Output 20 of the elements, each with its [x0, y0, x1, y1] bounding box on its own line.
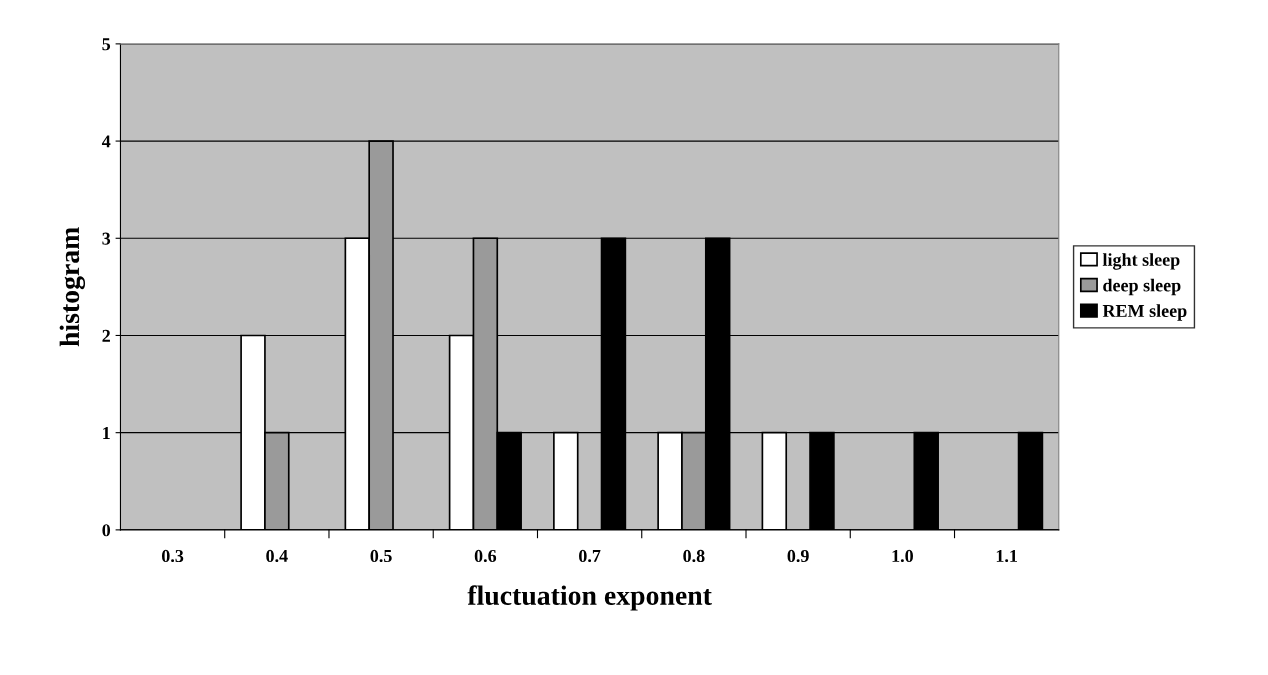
y-tick-label: 1 — [103, 427, 110, 439]
x-tick-label: 1.0 — [892, 549, 913, 563]
x-axis-title: fluctuation exponent — [467, 585, 712, 611]
legend-label: light sleep — [1102, 253, 1180, 270]
y-axis-title: histogram — [59, 227, 86, 347]
y-tick-label: 3 — [102, 232, 111, 245]
y-tick-label: 5 — [102, 38, 111, 51]
x-tick-label: 0.6 — [474, 549, 497, 563]
y-tick-label: 4 — [101, 135, 111, 148]
x-tick-label: 0.4 — [266, 549, 288, 563]
x-tick-label: 0.8 — [683, 549, 705, 563]
x-tick-label: 1.1 — [996, 549, 1017, 563]
y-tick-label: 0 — [102, 524, 111, 537]
x-tick-label: 0.9 — [787, 549, 809, 563]
legend-label: deep sleep — [1103, 278, 1181, 296]
x-tick-label: 0.7 — [579, 549, 601, 563]
x-tick-label: 0.5 — [370, 549, 392, 563]
x-tick-label: 0.3 — [161, 549, 184, 563]
y-tick-label: 2 — [102, 329, 110, 342]
legend-label: REM sleep — [1102, 304, 1187, 321]
